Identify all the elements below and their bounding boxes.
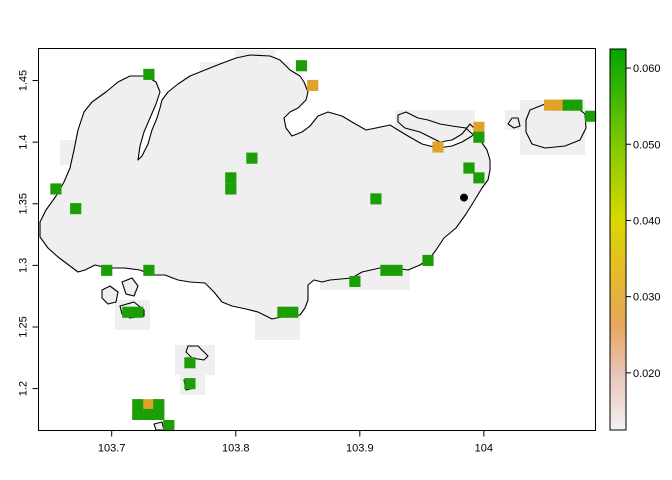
raster-cell [246,152,258,164]
raster-cell [163,420,175,432]
y-tick-label: 1.25 [18,316,30,337]
y-tick-label: 1.35 [18,193,30,214]
raster-cell [132,306,144,318]
y-axis: 1.2 1.25 1.3 1.35 1.4 1.45 [18,70,39,396]
raster-cell [277,306,289,318]
south-islet-1-outline [185,345,209,361]
raster-cell [132,399,144,411]
raster-cell [287,306,299,318]
plot-frame [38,48,596,431]
y-tick-label: 1.3 [18,258,30,273]
raster-cell [380,264,392,276]
colorbar-tick-label: 0.040 [633,215,661,227]
raster-cell [143,399,155,411]
raster-cell [463,162,475,174]
raster-cell [184,357,196,369]
raster-cell [122,306,134,318]
raster-cell [391,264,403,276]
raster-cell [432,141,444,153]
southwest-islet-2-outline [121,277,139,297]
land-polygons [39,54,587,431]
colorbar-tick-label: 0.050 [633,139,661,151]
colorbar-axis: 0.020 0.030 0.040 0.050 0.060 [626,63,661,380]
raster-cell [544,99,556,111]
southwest-islet-1-outline [101,285,119,305]
raster-cell [70,203,82,215]
main-island-outline [39,54,491,320]
x-axis: 103.7 103.8 103.9 104 [98,430,493,455]
raster-cell [143,68,155,80]
small-islet-outline [507,117,521,129]
raster-cell [307,79,319,91]
raster-cells [50,60,597,432]
raster-cell [143,408,155,420]
raster-cell [370,193,382,205]
x-tick-label: 103.9 [346,443,374,455]
y-tick-label: 1.4 [18,135,30,150]
south-islet-4-outline [153,421,165,431]
raster-cell [349,275,361,287]
raster-cell [571,99,583,111]
y-tick-label: 1.45 [18,70,30,91]
raster-cell [101,264,113,276]
y-tick-label: 1.2 [18,381,30,396]
raster-cell [153,408,165,420]
raster-cell [132,408,144,420]
raster-cell [225,172,237,184]
raster-cell [153,399,165,411]
colorbar-tick-label: 0.030 [633,292,661,304]
raster-cell [422,254,434,266]
colorbar-tick-label: 0.020 [633,368,661,380]
raster-cell [225,183,237,195]
location-marker-layer [460,193,468,202]
colorbar-tick-label: 0.060 [633,63,661,75]
raster-cell [184,378,196,390]
colorbar [609,48,627,431]
raster-cell [473,131,485,143]
raster-cell [295,60,308,72]
raster-cell [562,99,574,111]
raster-cell [143,264,155,276]
raster-cell [473,121,485,133]
raster-cell [585,110,597,122]
raster-cell [50,183,62,195]
raster-cell [552,99,564,111]
location-point [460,193,468,202]
x-tick-label: 104 [475,443,493,455]
x-tick-label: 103.7 [98,443,126,455]
raster-cell [473,172,485,184]
x-tick-label: 103.8 [222,443,250,455]
